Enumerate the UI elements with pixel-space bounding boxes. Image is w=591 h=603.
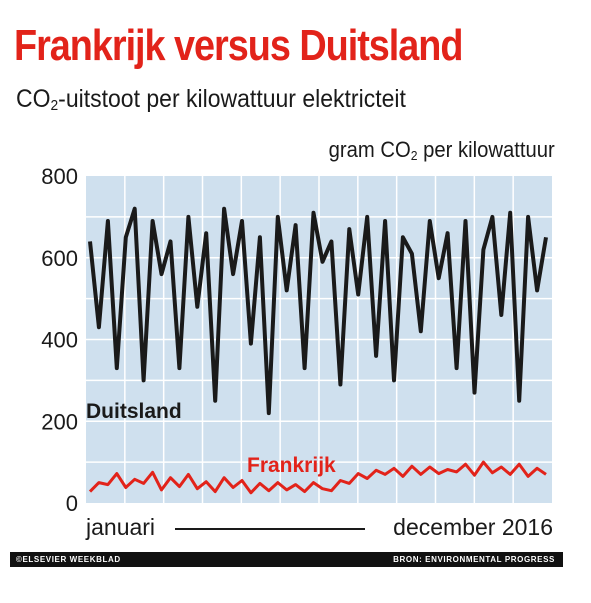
y-axis-unit-label: gram CO2 per kilowattuur bbox=[329, 137, 555, 169]
subtitle-main: CO bbox=[16, 85, 51, 113]
x-axis-arrow-line bbox=[175, 528, 365, 530]
series-label-frankrijk: Frankrijk bbox=[247, 454, 336, 477]
unit-rest: per kilowattuur bbox=[417, 137, 555, 162]
footer-source: BRON: ENVIRONMENTAL PROGRESS bbox=[393, 555, 555, 564]
chart-subtitle: CO2-uitstoot per kilowattuur elektrictei… bbox=[16, 84, 406, 121]
series-labels: Duitsland Frankrijk bbox=[86, 400, 336, 477]
x-axis-end-label: december 2016 bbox=[393, 514, 553, 540]
unit-subscript: 2 bbox=[410, 148, 418, 163]
x-axis-start-label: januari bbox=[86, 514, 156, 540]
footer-copyright: ©ELSEVIER WEEKBLAD bbox=[16, 555, 121, 564]
footer-bar: ©ELSEVIER WEEKBLAD BRON: ENVIRONMENTAL P… bbox=[10, 552, 563, 567]
chart-title: Frankrijk versus Duitsland bbox=[14, 21, 463, 70]
y-tick-label: 0 bbox=[66, 491, 78, 516]
series-lines bbox=[88, 206, 548, 495]
subtitle-subscript: 2 bbox=[50, 97, 59, 114]
subtitle-rest: -uitstoot per kilowattuur elektricteit bbox=[58, 85, 406, 113]
y-tick-label: 400 bbox=[41, 328, 78, 353]
series-line-frankrijk bbox=[88, 460, 547, 495]
series-line-duitsland bbox=[88, 206, 548, 416]
y-tick-label: 200 bbox=[41, 409, 78, 434]
y-axis-ticks: 0 200 400 600 800 bbox=[41, 164, 78, 516]
series-label-duitsland: Duitsland bbox=[86, 400, 182, 423]
y-tick-label: 600 bbox=[41, 246, 78, 271]
y-tick-label: 800 bbox=[41, 164, 78, 189]
unit-main: gram CO bbox=[328, 137, 411, 162]
